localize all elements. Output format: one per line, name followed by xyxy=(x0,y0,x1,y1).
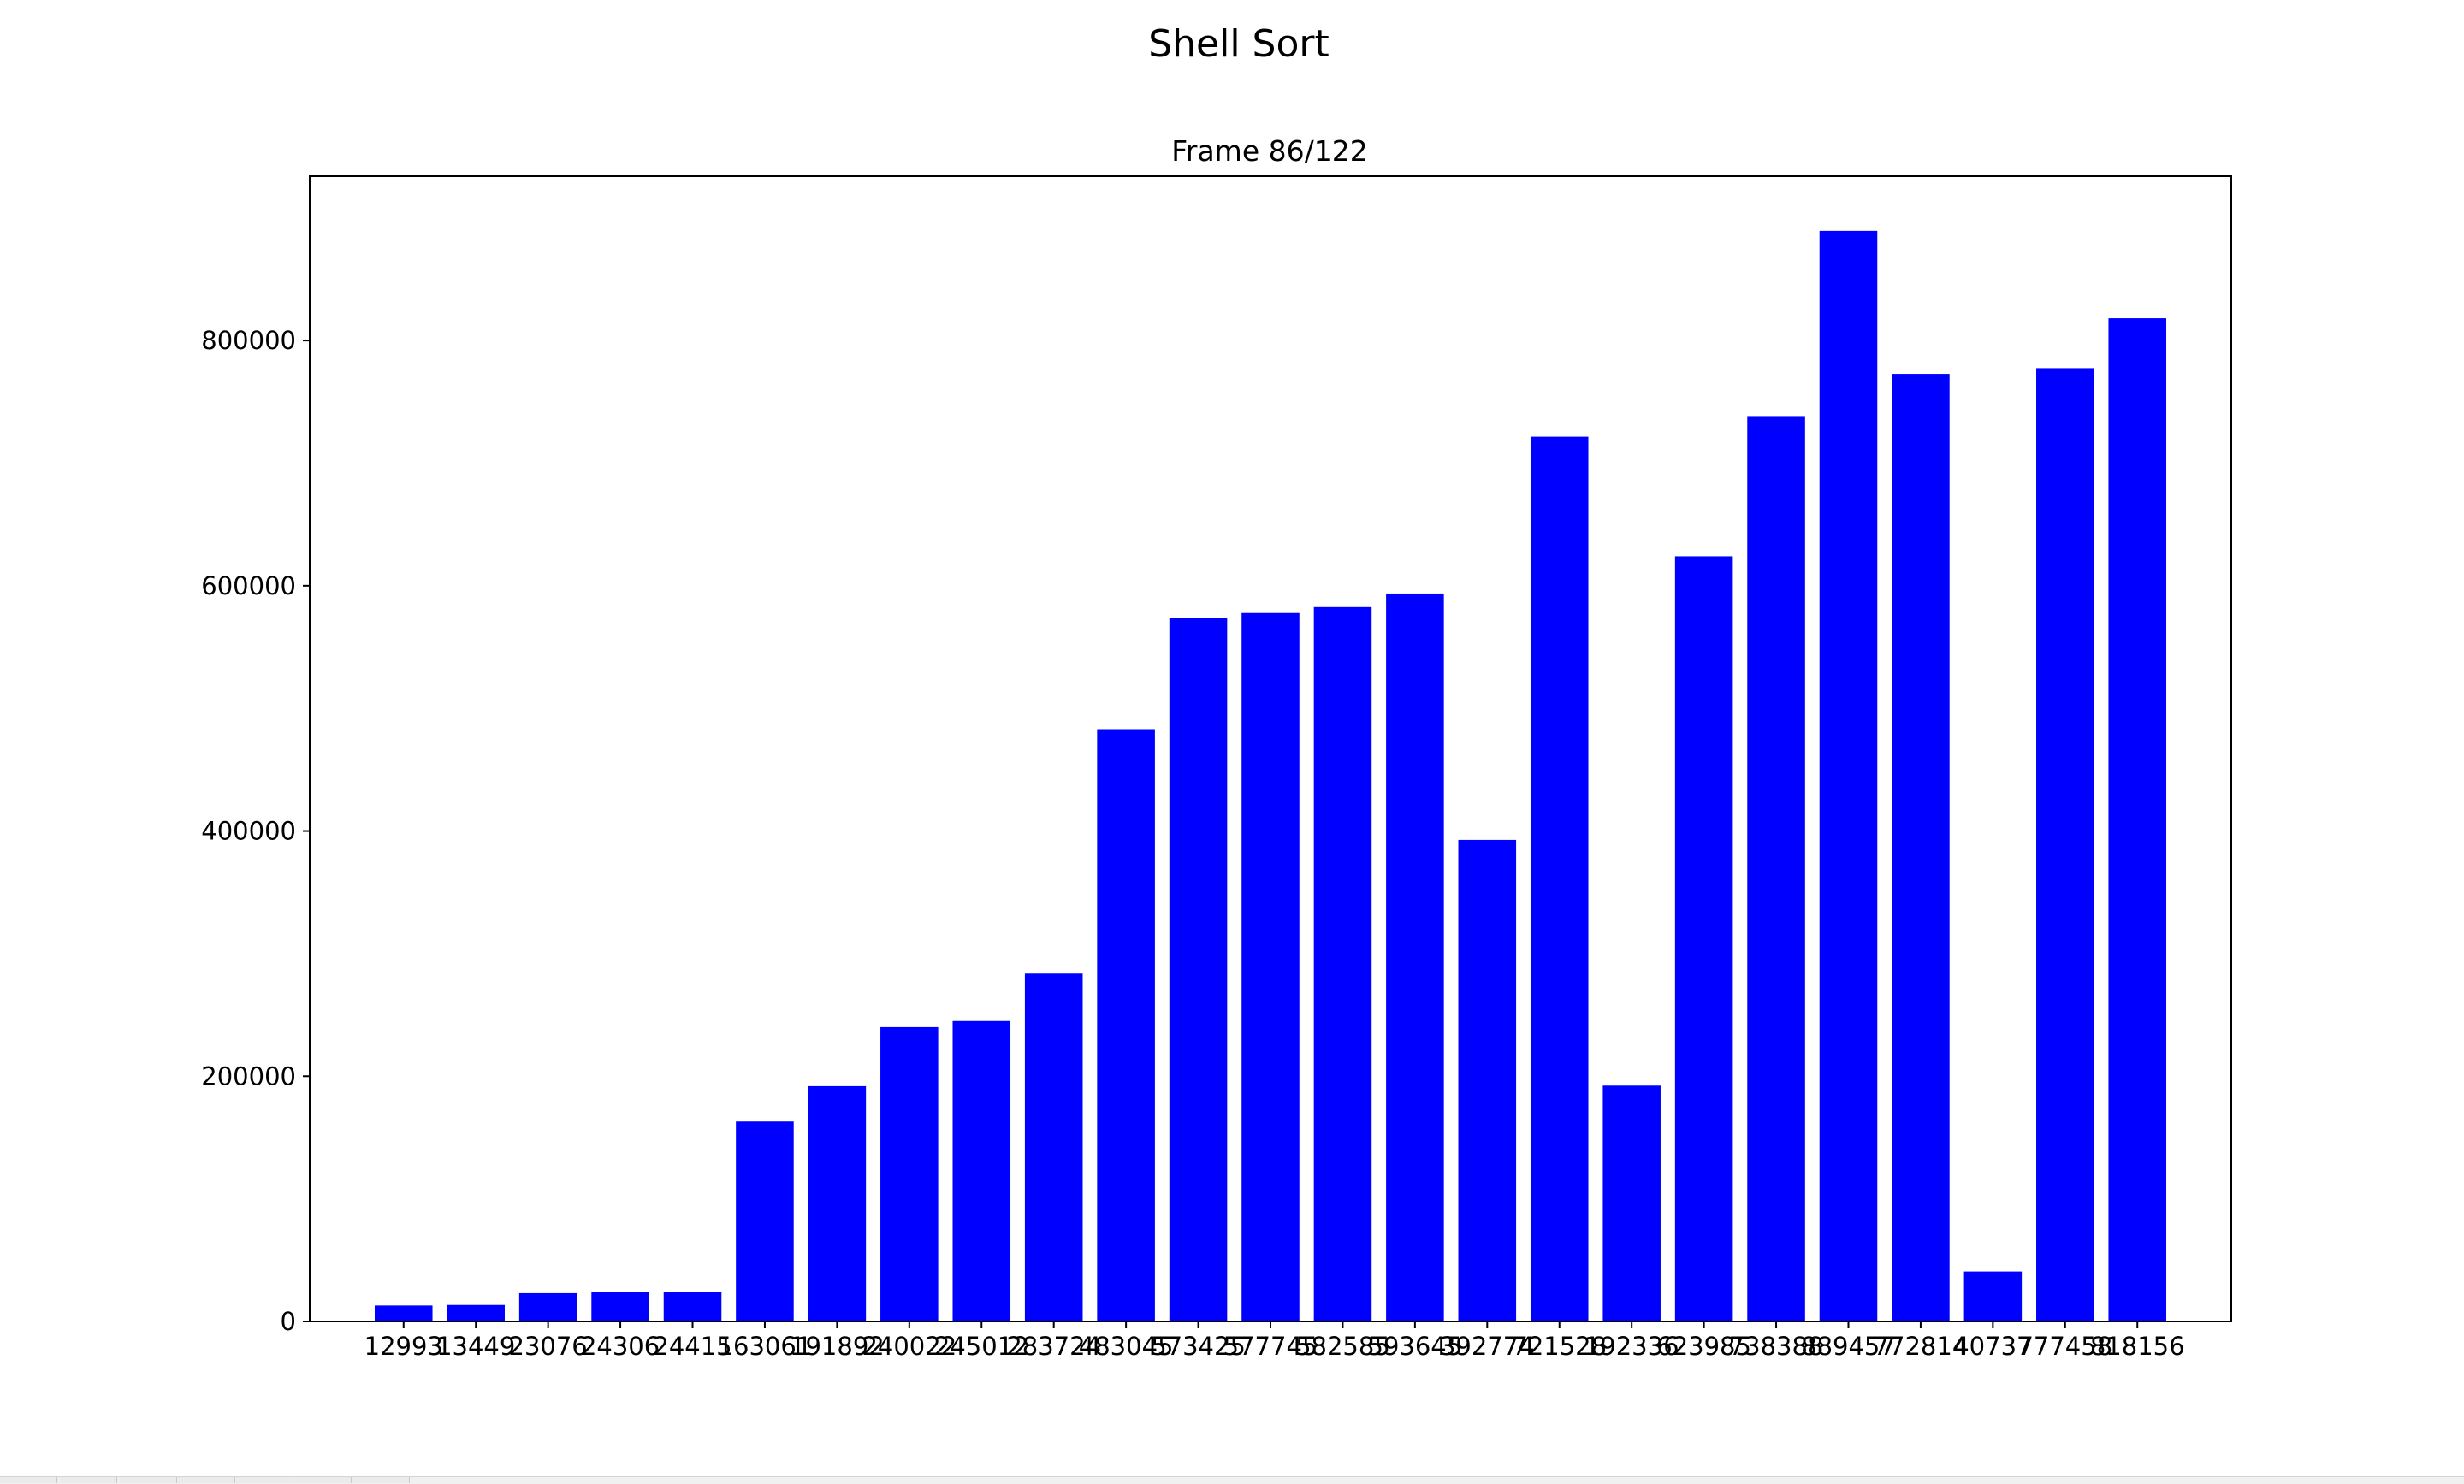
x-tick-label: 283724 xyxy=(1006,1332,1101,1361)
bar xyxy=(1024,973,1083,1321)
bar xyxy=(1169,618,1228,1321)
x-tick-label: 818156 xyxy=(2090,1332,2185,1361)
x-axis-ticks: 1299313449230762430624415163061191892240… xyxy=(364,1321,2185,1361)
bar xyxy=(591,1292,649,1321)
bar xyxy=(518,1292,578,1321)
x-tick-label: 623985 xyxy=(1656,1332,1751,1361)
strip-tab xyxy=(236,1477,293,1483)
y-tick-label: 200000 xyxy=(201,1061,296,1091)
x-tick-label: 191892 xyxy=(790,1332,885,1361)
x-tick-label: 24306 xyxy=(581,1332,660,1361)
bar xyxy=(880,1026,939,1321)
x-tick-label: 777458 xyxy=(2017,1332,2112,1361)
x-tick-label: 593645 xyxy=(1368,1332,1463,1361)
x-tick-label: 13449 xyxy=(436,1332,515,1361)
x-tick-label: 772814 xyxy=(1874,1332,1969,1361)
x-tick-label: 245012 xyxy=(934,1332,1029,1361)
bar xyxy=(1386,593,1444,1321)
y-tick-label: 800000 xyxy=(201,326,296,355)
bar xyxy=(1674,556,1733,1321)
axes-frame xyxy=(309,175,2232,1322)
axes-title: Frame 86/122 xyxy=(1171,134,1367,168)
bar xyxy=(447,1304,505,1321)
x-tick-label: 721528 xyxy=(1512,1332,1607,1361)
x-tick-label: 163061 xyxy=(718,1332,813,1361)
strip-tab xyxy=(0,1477,57,1483)
x-tick-label: 24415 xyxy=(653,1332,732,1361)
y-tick-label: 400000 xyxy=(201,817,296,846)
strip-tab xyxy=(294,1477,352,1483)
x-tick-label: 23076 xyxy=(509,1332,588,1361)
x-tick-label: 483045 xyxy=(1079,1332,1174,1361)
bar xyxy=(1097,729,1155,1321)
bar xyxy=(1819,230,1878,1321)
bar xyxy=(1313,606,1372,1321)
x-tick-label: 577745 xyxy=(1223,1332,1318,1361)
bar xyxy=(1241,612,1300,1321)
bar xyxy=(663,1292,722,1321)
strip-tab xyxy=(178,1477,235,1483)
bars-group xyxy=(374,230,2167,1322)
window-bottom-strip xyxy=(0,1476,2464,1484)
x-tick-label: 889457 xyxy=(1801,1332,1896,1361)
bar xyxy=(1530,436,1589,1322)
x-tick-label: 12993 xyxy=(364,1332,443,1361)
bar xyxy=(1747,416,1805,1322)
y-axis-ticks: 0 200000 400000 600000 800000 xyxy=(201,326,310,1336)
x-tick-label: 192336 xyxy=(1584,1332,1679,1361)
bar xyxy=(1964,1271,2023,1321)
y-tick-label: 0 xyxy=(281,1307,296,1336)
x-tick-label: 240022 xyxy=(862,1332,957,1361)
strip-tab xyxy=(60,1477,117,1483)
bar xyxy=(1892,374,1950,1322)
bar xyxy=(2108,318,2167,1322)
strip-tab xyxy=(352,1477,410,1483)
bar xyxy=(1602,1085,1661,1321)
y-tick-label: 600000 xyxy=(201,571,296,600)
bar xyxy=(808,1085,867,1321)
strip-tab xyxy=(120,1477,177,1483)
figure-suptitle: Shell Sort xyxy=(1148,22,1330,66)
bar xyxy=(736,1121,794,1321)
bar xyxy=(374,1305,433,1321)
x-tick-label: 738388 xyxy=(1729,1332,1824,1361)
bar xyxy=(952,1020,1011,1321)
x-tick-label: 582585 xyxy=(1295,1332,1390,1361)
bar xyxy=(2036,368,2094,1321)
bar xyxy=(1458,839,1517,1321)
x-tick-label: 392774 xyxy=(1440,1332,1535,1361)
x-tick-label: 573425 xyxy=(1151,1332,1246,1361)
x-tick-label: 40737 xyxy=(1953,1332,2032,1361)
